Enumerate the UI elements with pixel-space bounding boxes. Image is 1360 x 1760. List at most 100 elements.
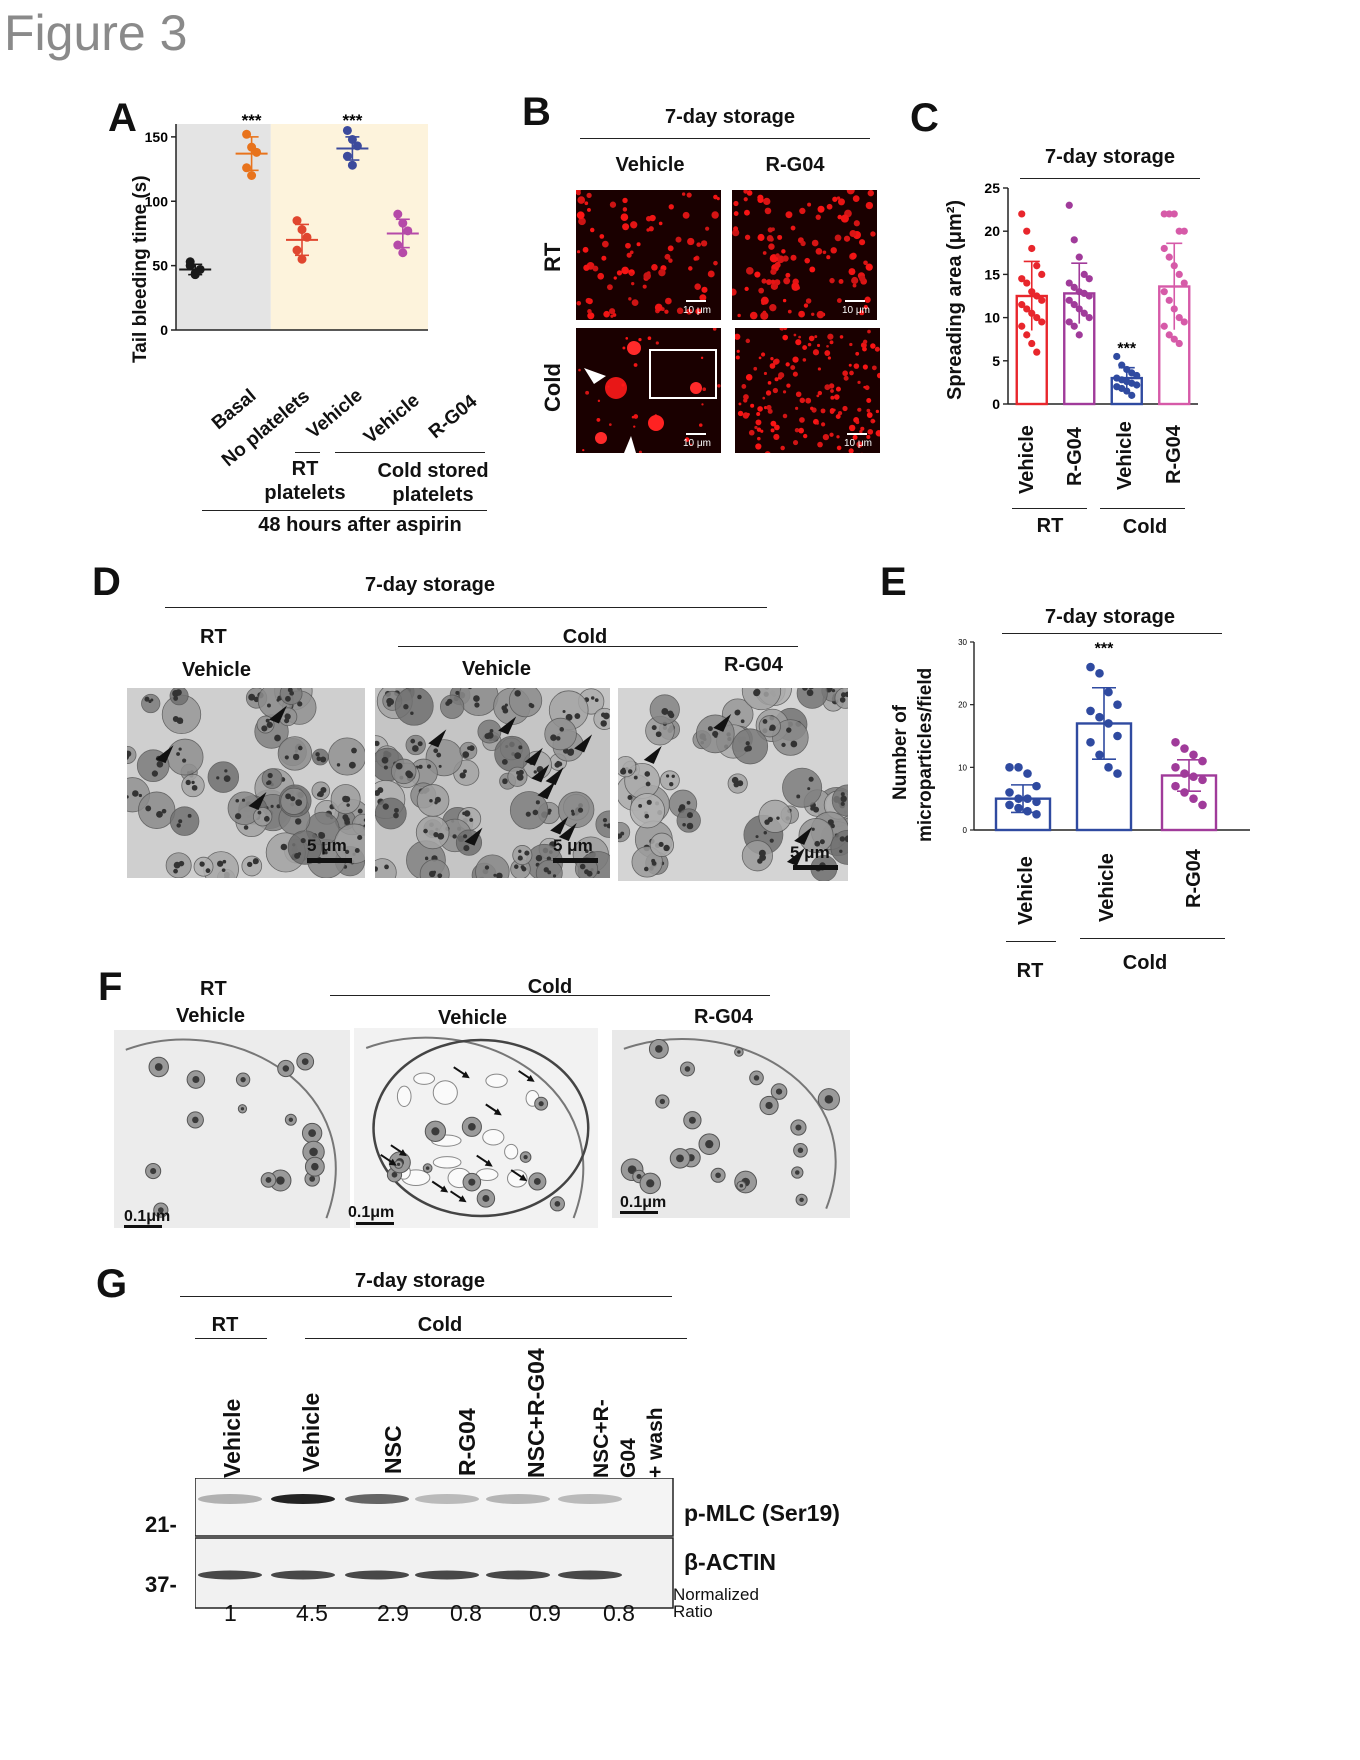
granule bbox=[533, 770, 537, 774]
granule-core bbox=[554, 1200, 561, 1207]
platelet-dot bbox=[647, 336, 652, 341]
granule bbox=[493, 873, 497, 877]
platelet-dot bbox=[866, 412, 873, 418]
platelet-dot bbox=[654, 303, 663, 312]
panel-d-col1: Vehicle bbox=[182, 659, 251, 681]
platelet-dot bbox=[833, 394, 840, 400]
panel-f-image-rt-vehicle bbox=[114, 1030, 350, 1228]
granule bbox=[606, 823, 610, 829]
platelet-dot bbox=[782, 298, 787, 303]
platelet-dot bbox=[616, 270, 623, 276]
granule bbox=[223, 775, 231, 783]
granule bbox=[633, 775, 638, 780]
panel-a-point bbox=[393, 209, 403, 219]
platelet-dot bbox=[800, 240, 806, 247]
granule bbox=[294, 818, 302, 825]
panel-a-point bbox=[247, 171, 257, 180]
panel-e-point bbox=[1198, 775, 1207, 785]
granule bbox=[562, 710, 566, 714]
panel-e-point bbox=[1095, 750, 1104, 760]
scale-bar bbox=[124, 1225, 162, 1228]
band-actin bbox=[345, 1570, 409, 1580]
platelet-dot bbox=[836, 435, 840, 439]
blot-strip-pmlc bbox=[195, 1478, 674, 1537]
panel-g-marker-37: 37- bbox=[145, 1572, 177, 1597]
platelet-dot bbox=[849, 342, 853, 347]
platelet-profile bbox=[256, 715, 275, 734]
granule bbox=[543, 867, 549, 873]
granule bbox=[432, 870, 437, 874]
panel-c-point bbox=[1118, 361, 1126, 369]
panel-c-ytick-label: 25 bbox=[984, 180, 1000, 196]
granule bbox=[151, 770, 159, 777]
panel-c-point bbox=[1170, 335, 1178, 343]
platelet-dot bbox=[770, 428, 775, 433]
granule bbox=[267, 772, 273, 779]
platelet-dot bbox=[836, 445, 842, 451]
panel-c-point bbox=[1180, 227, 1188, 235]
platelet-dot bbox=[798, 427, 805, 434]
panel-g-lane-5: NSC+R-G04 bbox=[523, 1348, 549, 1478]
platelet-dot bbox=[746, 412, 750, 416]
arrow-icon bbox=[537, 781, 556, 800]
panel-c-point bbox=[1160, 288, 1168, 296]
platelet-dot bbox=[837, 198, 845, 206]
platelet-dot bbox=[850, 252, 857, 260]
panel-f-col2: Vehicle bbox=[438, 1007, 507, 1029]
platelet-dot bbox=[711, 211, 719, 219]
granule-core bbox=[659, 1098, 666, 1105]
panel-f-col3: R-G04 bbox=[694, 1006, 753, 1028]
platelet-profile bbox=[127, 745, 137, 764]
platelet-dot bbox=[712, 328, 717, 331]
arrow-icon bbox=[484, 1159, 493, 1167]
granule bbox=[844, 835, 848, 843]
granule bbox=[671, 774, 675, 778]
panel-b-image-rt-rg04 bbox=[732, 190, 877, 320]
panel-c-point bbox=[1085, 314, 1093, 322]
granule bbox=[383, 765, 388, 770]
panel-c-point bbox=[1133, 371, 1141, 380]
panel-a-bg-rt bbox=[176, 124, 271, 330]
platelet-dot bbox=[857, 380, 861, 384]
platelet-dot bbox=[713, 194, 718, 200]
platelet-dot bbox=[820, 408, 826, 414]
granule bbox=[644, 771, 651, 777]
platelet-dot bbox=[665, 297, 672, 305]
granule bbox=[265, 718, 270, 723]
granule-core bbox=[538, 1101, 544, 1107]
platelet-dot bbox=[757, 233, 765, 241]
granule-core bbox=[308, 1129, 317, 1137]
panel-a-ytick-label: 0 bbox=[160, 322, 168, 338]
granule bbox=[577, 807, 584, 813]
panel-c-ytick-label: 0 bbox=[992, 396, 1000, 412]
granule bbox=[594, 698, 599, 702]
panel-d-image-rt-vehicle bbox=[127, 688, 365, 878]
granule bbox=[191, 780, 195, 785]
platelet-dot bbox=[738, 402, 742, 406]
platelet-dot bbox=[584, 201, 589, 206]
granule bbox=[178, 747, 182, 751]
panel-e-xtick-3: R-G04 bbox=[1183, 849, 1205, 908]
granule bbox=[199, 861, 205, 867]
panel-c-point bbox=[1165, 253, 1173, 261]
platelet-dot bbox=[827, 356, 832, 360]
granule bbox=[395, 762, 403, 770]
panel-g-cold: Cold bbox=[417, 1314, 463, 1336]
granule bbox=[393, 812, 399, 819]
platelet-dot bbox=[586, 192, 592, 198]
platelet-dot bbox=[744, 286, 749, 292]
granule bbox=[144, 696, 150, 702]
granule bbox=[127, 795, 129, 799]
panel-b-col1: Vehicle bbox=[615, 154, 685, 176]
platelet-dot bbox=[638, 338, 642, 342]
granule-core bbox=[753, 1075, 760, 1081]
panel-e-point bbox=[1005, 800, 1014, 810]
platelet-dot bbox=[795, 339, 802, 346]
panel-c-point bbox=[1165, 296, 1173, 304]
platelet-dot bbox=[842, 405, 848, 412]
granule bbox=[602, 818, 608, 823]
panel-c-point bbox=[1175, 314, 1183, 322]
granule-core bbox=[150, 1168, 157, 1175]
granule bbox=[524, 850, 530, 856]
platelet-dot bbox=[735, 355, 740, 360]
